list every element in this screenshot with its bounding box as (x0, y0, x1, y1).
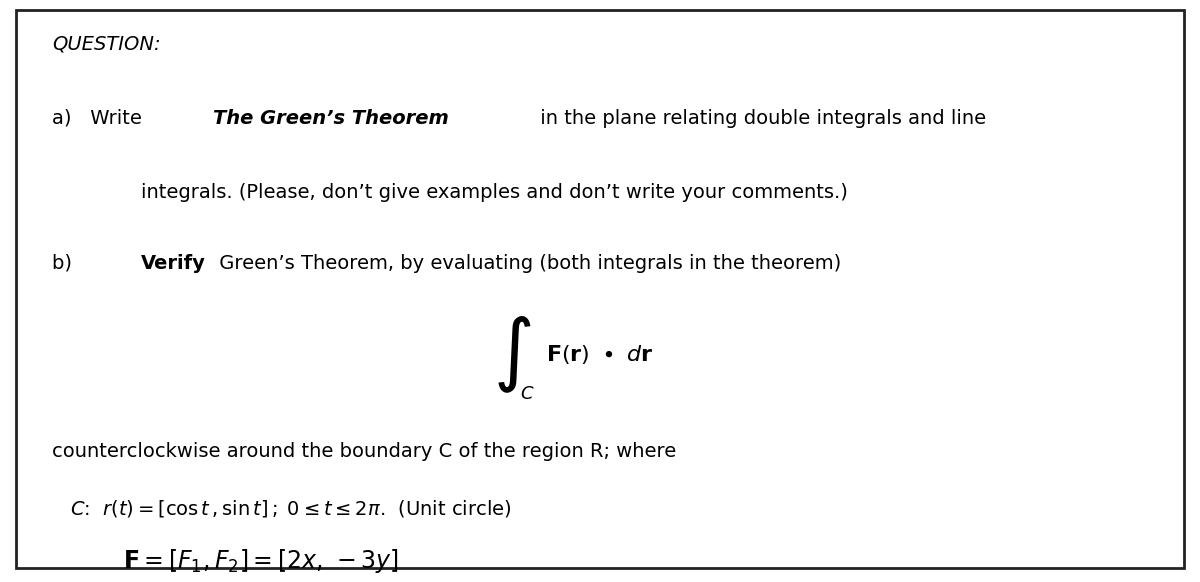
Text: Verify: Verify (142, 254, 206, 273)
Text: $C$:  $r(t) = [\cos t\,,\sin t]\,;\; 0 \leq t \leq 2\pi$.  (Unit circle): $C$: $r(t) = [\cos t\,,\sin t]\,;\; 0 \l… (70, 498, 511, 519)
Text: $\mathbf{F}(\mathbf{r})\ \bullet\ d\mathbf{r}$: $\mathbf{F}(\mathbf{r})\ \bullet\ d\math… (546, 343, 654, 366)
Text: C: C (520, 385, 533, 403)
Text: a)   Write: a) Write (52, 109, 148, 127)
Text: counterclockwise around the boundary C of the region R; where: counterclockwise around the boundary C o… (52, 442, 676, 461)
Text: $\int$: $\int$ (493, 314, 532, 395)
Text: integrals. (Please, don’t give examples and don’t write your comments.): integrals. (Please, don’t give examples … (142, 183, 848, 201)
Text: $\mathbf{F} = [F_1, F_2] = [2x,\,-3y]$: $\mathbf{F} = [F_1, F_2] = [2x,\,-3y]$ (124, 547, 398, 575)
Text: Green’s Theorem, by evaluating (both integrals in the theorem): Green’s Theorem, by evaluating (both int… (212, 254, 841, 273)
Text: The Green’s Theorem: The Green’s Theorem (212, 109, 449, 127)
Text: b): b) (52, 254, 103, 273)
Text: in the plane relating double integrals and line: in the plane relating double integrals a… (534, 109, 986, 127)
Text: QUESTION:: QUESTION: (52, 34, 161, 54)
